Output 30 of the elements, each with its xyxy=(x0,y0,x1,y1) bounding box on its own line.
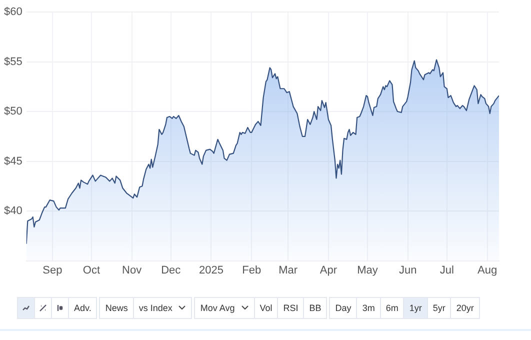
x-tick-label: Oct xyxy=(82,264,100,276)
text: Mov Avg xyxy=(200,303,235,313)
text: News xyxy=(105,303,128,313)
y-tick-label: $55 xyxy=(4,56,22,68)
text: 5yr xyxy=(432,303,446,313)
text: 3m xyxy=(362,303,375,313)
x-tick-label: Jul xyxy=(440,264,454,276)
text: Adv. xyxy=(74,303,92,313)
x-tick-label: Dec xyxy=(161,264,182,276)
y-tick-label: $45 xyxy=(4,155,22,168)
x-tick-label: Sep xyxy=(42,264,62,276)
text: RSI xyxy=(283,303,298,313)
x-tick-label: Aug xyxy=(477,264,498,276)
y-tick-label: $60 xyxy=(4,6,22,18)
y-tick-label: $50 xyxy=(4,106,22,118)
text: 1yr xyxy=(409,303,422,313)
text: vs Index xyxy=(138,303,172,313)
x-tick-label: May xyxy=(357,264,378,276)
x-tick-label: Mar xyxy=(278,264,298,276)
x-tick-label: Nov xyxy=(122,264,142,276)
x-tick-label: Apr xyxy=(320,264,338,276)
text: Vol xyxy=(260,303,272,313)
x-tick-label: 2025 xyxy=(199,264,224,276)
text: 20yr xyxy=(456,303,474,313)
text: BB xyxy=(309,303,322,313)
text: Day xyxy=(335,303,352,313)
text: 6m xyxy=(386,303,398,313)
y-tick-label: $40 xyxy=(4,205,22,218)
x-tick-label: Jun xyxy=(398,264,417,276)
x-tick-label: Feb xyxy=(242,264,262,276)
